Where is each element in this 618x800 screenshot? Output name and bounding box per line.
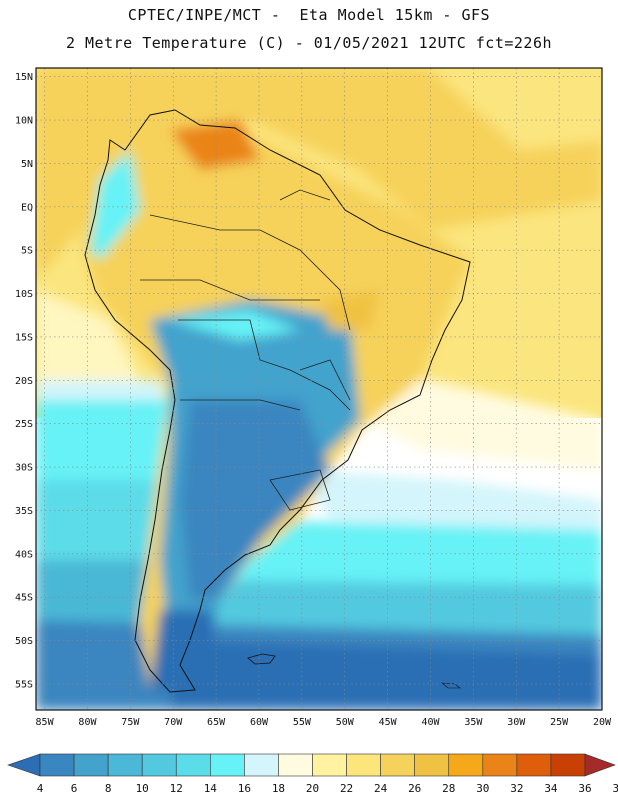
colorbar [7,753,616,777]
colorbar-level-label: 34 [544,782,558,795]
colorbar-level-label: 12 [169,782,183,795]
colorbar-swatch [278,753,313,777]
map-frame [35,67,603,711]
colorbar-level-label: 24 [374,782,388,795]
title-model: CPTEC/INPE/MCT - Eta Model 15km - GFS [127,6,491,24]
lat-label: 15S [15,332,33,343]
lat-label: 35S [15,506,33,517]
lon-label: 30W [507,717,526,728]
lon-label: 20W [593,717,612,728]
lat-label: 25S [15,419,33,430]
lat-label: 10N [15,116,33,127]
colorbar-swatch [448,753,484,777]
colorbar-swatch [141,753,177,777]
colorbar-level-label: 16 [237,782,251,795]
colorbar-level-label: 38 [612,782,618,795]
lat-label: 50S [15,636,33,647]
lat-label: 5N [21,159,33,170]
colorbar-level-label: 4 [36,782,44,795]
lon-label: 45W [379,717,398,728]
colorbar-level-label: 36 [578,782,592,795]
colorbar-swatch [107,753,143,777]
title-variable: 2 Metre Temperature (C) - 01/05/2021 12U… [65,34,553,52]
colorbar-level-label: 30 [476,782,490,795]
colorbar-swatch [175,753,211,777]
colorbar-swatch [210,753,245,777]
colorbar-swatch [244,753,279,777]
lat-label: 5S [21,246,33,257]
colorbar-swatch [550,753,586,777]
lat-label: 10S [15,289,33,300]
falklands-island [247,653,276,665]
colorbar-level-label: 22 [339,782,354,795]
colorbar-swatch [414,753,450,777]
lon-label: 75W [121,717,140,728]
colorbar-level-label: 26 [408,782,422,795]
longitude-labels: 85W 80W 75W 70W 65W 60W 55W 50W 45W 40W 35W 30W 25W 2… [36,717,612,728]
lon-label: 55W [293,717,312,728]
colorbar-swatch [39,753,75,777]
colorbar-swatch [380,753,415,777]
lat-label: 30S [15,463,33,474]
lat-label: 20S [15,376,33,387]
lat-label: 55S [15,679,33,690]
temperature-field [36,68,602,710]
colorbar-arrow-low [7,753,41,777]
colorbar-level-label: 6 [70,782,78,795]
colorbar-level-label: 18 [271,782,286,795]
lon-label: 35W [464,717,483,728]
lat-label: 15N [15,72,33,83]
colorbar-level-label: 14 [203,782,217,795]
lon-label: 65W [207,717,226,728]
colorbar-level-label: 28 [442,782,456,795]
colorbar-arrow-high [584,753,616,777]
lon-label: 40W [421,717,440,728]
colorbar-level-label: 32 [510,782,524,795]
lon-label: 50W [336,717,355,728]
lon-label: 70W [164,717,183,728]
latitude-labels: 15N 10N 5N EQ 5S 10S 15S 20S 25S 30S 35S 40S 45S 50S 5… [15,72,33,690]
colorbar-level-label: 10 [135,782,149,795]
colorbar-swatch [516,753,552,777]
lon-label: 25W [550,717,569,728]
lon-label: 60W [250,717,269,728]
country-borders [140,189,351,511]
lat-label: 40S [15,549,33,560]
colorbar-swatch [73,753,109,777]
colorbar-level-label: 20 [305,782,320,795]
colorbar-swatch [346,753,381,777]
lon-label: 80W [78,717,97,728]
lon-label: 85W [36,717,55,728]
colorbar-swatch [482,753,518,777]
colorbar-swatch [312,753,347,777]
coastline-south-america [84,109,471,693]
lat-label: EQ [21,202,33,213]
lat-label: 45S [15,593,33,604]
colorbar-level-label: 8 [104,782,112,795]
